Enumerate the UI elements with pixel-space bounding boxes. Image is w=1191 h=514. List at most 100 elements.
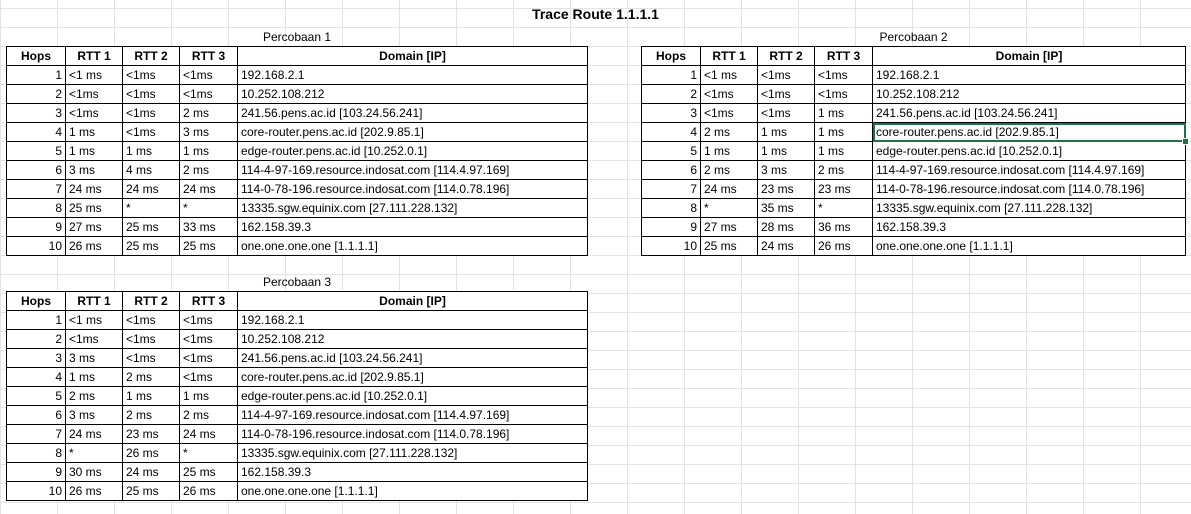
rtt1-cell[interactable]: 27 ms [65, 217, 123, 237]
hop-cell[interactable]: 3 [6, 103, 66, 123]
hop-cell[interactable]: 2 [641, 84, 701, 104]
hop-cell[interactable]: 9 [6, 462, 66, 482]
domain-cell[interactable]: 162.158.39.3 [237, 462, 588, 482]
selected-cell[interactable]: core-router.pens.ac.id [202.9.85.1] [872, 122, 1186, 142]
rtt1-cell[interactable]: <1 ms [65, 65, 123, 85]
rtt1-cell[interactable]: 1 ms [65, 367, 123, 387]
rtt2-cell[interactable]: <1ms [757, 103, 815, 123]
rtt2-cell[interactable]: <1ms [122, 103, 180, 123]
header-rtt1[interactable]: RTT 1 [65, 46, 123, 66]
hop-cell[interactable]: 7 [6, 424, 66, 444]
rtt3-cell[interactable]: 25 ms [179, 462, 238, 482]
rtt3-cell[interactable]: 36 ms [814, 217, 873, 237]
hop-cell[interactable]: 3 [641, 103, 701, 123]
rtt3-cell[interactable]: <1ms [179, 348, 238, 368]
header-rtt3[interactable]: RTT 3 [179, 291, 238, 311]
rtt1-cell[interactable]: 26 ms [65, 236, 123, 256]
hop-cell[interactable]: 10 [6, 481, 66, 501]
rtt1-cell[interactable]: 1 ms [65, 141, 123, 161]
domain-cell[interactable]: 241.56.pens.ac.id [103.24.56.241] [237, 103, 588, 123]
rtt3-cell[interactable]: 24 ms [179, 424, 238, 444]
rtt2-cell[interactable]: 1 ms [757, 122, 815, 142]
rtt3-cell[interactable]: 1 ms [814, 103, 873, 123]
rtt3-cell[interactable]: <1ms [179, 310, 238, 330]
hop-cell[interactable]: 2 [6, 84, 66, 104]
rtt3-cell[interactable]: <1ms [179, 367, 238, 387]
domain-cell[interactable]: 192.168.2.1 [237, 310, 588, 330]
rtt2-cell[interactable]: 28 ms [757, 217, 815, 237]
rtt1-cell[interactable]: 25 ms [65, 198, 123, 218]
domain-cell[interactable]: 241.56.pens.ac.id [103.24.56.241] [872, 103, 1186, 123]
rtt3-cell[interactable]: 2 ms [814, 160, 873, 180]
rtt2-cell[interactable]: 25 ms [122, 217, 180, 237]
rtt1-cell[interactable]: 25 ms [700, 236, 758, 256]
rtt3-cell[interactable]: <1ms [179, 329, 238, 349]
rtt3-cell[interactable]: * [179, 198, 238, 218]
rtt1-cell[interactable]: 3 ms [65, 405, 123, 425]
rtt1-cell[interactable]: 2 ms [65, 386, 123, 406]
hop-cell[interactable]: 1 [641, 65, 701, 85]
domain-cell[interactable]: 241.56.pens.ac.id [103.24.56.241] [237, 348, 588, 368]
hop-cell[interactable]: 7 [641, 179, 701, 199]
hop-cell[interactable]: 5 [6, 141, 66, 161]
rtt2-cell[interactable]: <1ms [122, 329, 180, 349]
rtt3-cell[interactable]: 1 ms [179, 386, 238, 406]
hop-cell[interactable]: 8 [6, 443, 66, 463]
rtt2-cell[interactable]: 1 ms [122, 141, 180, 161]
rtt2-cell[interactable]: 23 ms [757, 179, 815, 199]
rtt2-cell[interactable]: <1ms [122, 310, 180, 330]
hop-cell[interactable]: 5 [641, 141, 701, 161]
domain-cell[interactable]: 10.252.108.212 [872, 84, 1186, 104]
hop-cell[interactable]: 4 [6, 367, 66, 387]
header-rtt1[interactable]: RTT 1 [700, 46, 758, 66]
hop-cell[interactable]: 4 [6, 122, 66, 142]
domain-cell[interactable]: one.one.one.one [1.1.1.1] [872, 236, 1186, 256]
rtt3-cell[interactable]: * [179, 443, 238, 463]
rtt1-cell[interactable]: 1 ms [700, 141, 758, 161]
rtt1-cell[interactable]: * [65, 443, 123, 463]
rtt3-cell[interactable]: <1ms [179, 65, 238, 85]
hop-cell[interactable]: 8 [641, 198, 701, 218]
domain-cell[interactable]: 114-4-97-169.resource.indosat.com [114.4… [237, 160, 588, 180]
rtt2-cell[interactable]: 1 ms [122, 386, 180, 406]
rtt3-cell[interactable]: 2 ms [179, 405, 238, 425]
domain-cell[interactable]: edge-router.pens.ac.id [10.252.0.1] [237, 386, 588, 406]
rtt2-cell[interactable]: 35 ms [757, 198, 815, 218]
domain-cell[interactable]: 162.158.39.3 [872, 217, 1186, 237]
rtt2-cell[interactable]: <1ms [757, 84, 815, 104]
header-rtt3[interactable]: RTT 3 [179, 46, 238, 66]
header-rtt2[interactable]: RTT 2 [122, 46, 180, 66]
rtt3-cell[interactable]: 24 ms [179, 179, 238, 199]
rtt1-cell[interactable]: 3 ms [65, 348, 123, 368]
rtt2-cell[interactable]: <1ms [757, 65, 815, 85]
rtt1-cell[interactable]: 3 ms [65, 160, 123, 180]
domain-cell[interactable]: 162.158.39.3 [237, 217, 588, 237]
rtt3-cell[interactable]: * [814, 198, 873, 218]
hop-cell[interactable]: 1 [6, 310, 66, 330]
domain-cell[interactable]: 192.168.2.1 [872, 65, 1186, 85]
fill-handle[interactable] [1181, 137, 1189, 145]
rtt2-cell[interactable]: 25 ms [122, 236, 180, 256]
rtt2-cell[interactable]: 3 ms [757, 160, 815, 180]
rtt2-cell[interactable]: 24 ms [757, 236, 815, 256]
hop-cell[interactable]: 9 [641, 217, 701, 237]
rtt2-cell[interactable]: 23 ms [122, 424, 180, 444]
hop-cell[interactable]: 2 [6, 329, 66, 349]
hop-cell[interactable]: 6 [6, 160, 66, 180]
hop-cell[interactable]: 10 [6, 236, 66, 256]
rtt3-cell[interactable]: 26 ms [179, 481, 238, 501]
rtt1-cell[interactable]: 1 ms [65, 122, 123, 142]
rtt3-cell[interactable]: 2 ms [179, 103, 238, 123]
header-rtt3[interactable]: RTT 3 [814, 46, 873, 66]
domain-cell[interactable]: 114-0-78-196.resource.indosat.com [114.0… [872, 179, 1186, 199]
rtt1-cell[interactable]: <1ms [65, 84, 123, 104]
rtt3-cell[interactable]: 26 ms [814, 236, 873, 256]
rtt1-cell[interactable]: 24 ms [65, 424, 123, 444]
header-rtt1[interactable]: RTT 1 [65, 291, 123, 311]
header-hops[interactable]: Hops [6, 46, 66, 66]
rtt3-cell[interactable]: 1 ms [814, 141, 873, 161]
rtt2-cell[interactable]: <1ms [122, 348, 180, 368]
domain-cell[interactable]: 114-0-78-196.resource.indosat.com [114.0… [237, 424, 588, 444]
rtt2-cell[interactable]: 26 ms [122, 443, 180, 463]
header-domain[interactable]: Domain [IP] [872, 46, 1186, 66]
